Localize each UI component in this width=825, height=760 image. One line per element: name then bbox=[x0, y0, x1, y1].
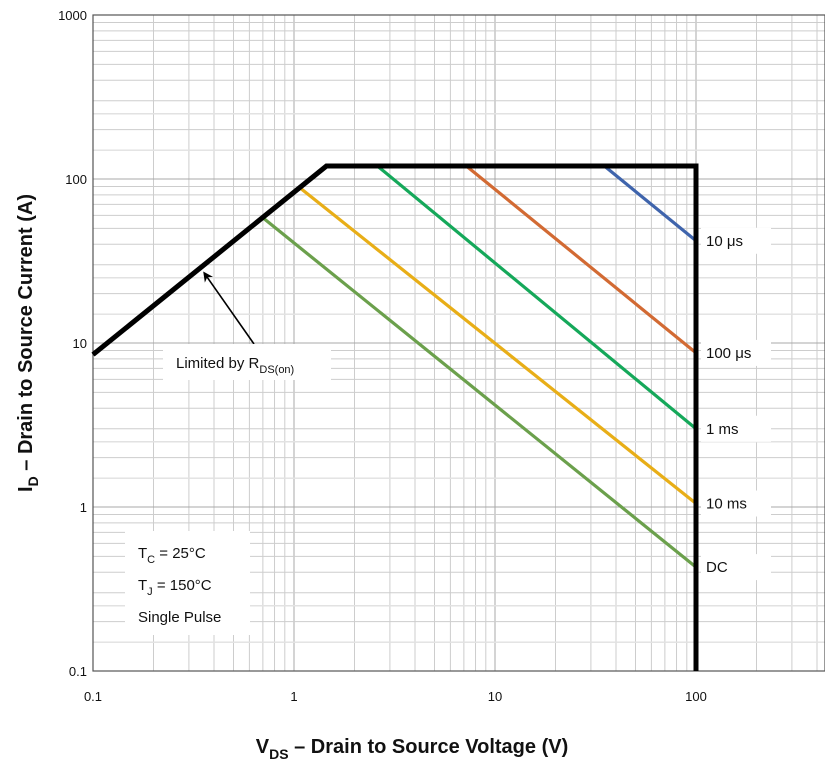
series-label-background bbox=[701, 227, 771, 254]
x-tick-labels: 0.1 1 10 100 bbox=[84, 689, 707, 704]
condition-tc: TC = 25°C bbox=[138, 545, 206, 566]
series-line bbox=[297, 185, 697, 505]
series-label: 1 ms bbox=[706, 421, 739, 438]
series-label: 10 μs bbox=[706, 233, 743, 250]
rds-limit-line bbox=[92, 164, 328, 356]
rds-annotation: Limited by RDS(on) bbox=[163, 271, 331, 380]
grid-lines bbox=[92, 15, 825, 672]
plot-frame bbox=[92, 14, 825, 672]
rds-label-background bbox=[163, 344, 331, 380]
x-tick-label: 100 bbox=[685, 689, 707, 704]
x-tick-label: 1 bbox=[290, 689, 297, 704]
series-labels: 10 μs 100 μs 1 ms 10 ms DC bbox=[701, 227, 771, 581]
rds-label: Limited by RDS(on) bbox=[176, 355, 294, 376]
y-tick-label: 100 bbox=[65, 172, 87, 187]
conditions-note: TC = 25°C TJ = 150°C Single Pulse bbox=[125, 531, 250, 635]
y-tick-label: 0.1 bbox=[69, 664, 87, 679]
condition-tj: TJ = 150°C bbox=[138, 577, 212, 598]
y-axis-title: ID – Drain to Source Current (A) bbox=[15, 194, 41, 492]
series-line bbox=[465, 164, 698, 355]
y-tick-labels: 0.1 1 10 100 1000 bbox=[58, 8, 87, 679]
series-line bbox=[603, 164, 698, 243]
rds-arrow bbox=[203, 271, 255, 345]
series-line bbox=[376, 164, 698, 430]
series-label: 10 ms bbox=[706, 496, 747, 513]
series-label-background bbox=[701, 339, 771, 366]
series-label-background bbox=[701, 415, 771, 442]
series-label: 100 μs bbox=[706, 345, 751, 362]
series-label-background bbox=[701, 554, 771, 581]
series-lines bbox=[91, 163, 699, 671]
series-line bbox=[261, 216, 698, 569]
conditions-background bbox=[125, 531, 250, 635]
condition-pulse: Single Pulse bbox=[138, 609, 221, 626]
x-axis-title: VDS – Drain to Source Voltage (V) bbox=[256, 736, 568, 760]
y-tick-label: 10 bbox=[73, 336, 87, 351]
y-tick-label: 1000 bbox=[58, 8, 87, 23]
y-tick-label: 1 bbox=[80, 500, 87, 515]
series-label: DC bbox=[706, 559, 728, 576]
series-label-background bbox=[701, 490, 771, 517]
x-tick-label: 0.1 bbox=[84, 689, 102, 704]
x-tick-label: 10 bbox=[488, 689, 502, 704]
